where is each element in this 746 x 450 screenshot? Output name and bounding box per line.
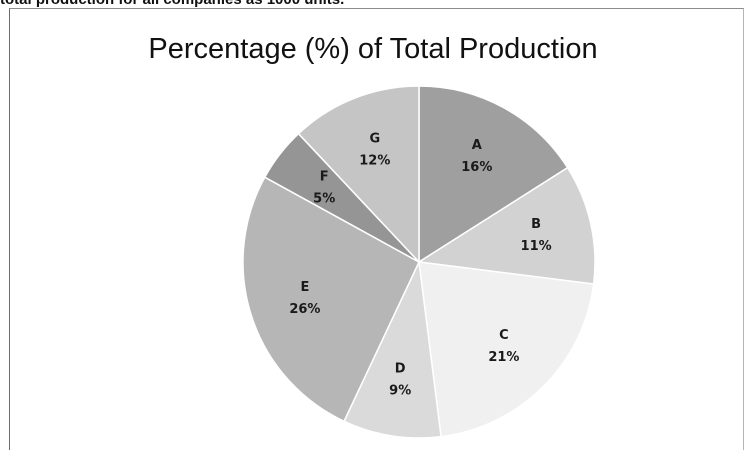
slice-category-label: G: [369, 131, 380, 146]
slice-category-label: C: [499, 328, 509, 343]
question-text: total production for all companies as 10…: [0, 0, 344, 9]
slice-category-label: E: [300, 280, 309, 295]
slice-value-label: 9%: [389, 384, 411, 399]
slice-category-label: A: [472, 138, 482, 153]
slice-value-label: 11%: [521, 239, 552, 254]
pie-slice-b: [416, 166, 596, 285]
pie-slice-a: [418, 85, 569, 264]
pie-slice-c: [418, 261, 595, 438]
slice-category-label: F: [320, 170, 329, 185]
slice-value-label: 21%: [488, 350, 519, 365]
slice-value-label: 12%: [359, 153, 390, 168]
slice-category-label: B: [531, 217, 541, 232]
slice-category-label: D: [395, 362, 406, 377]
slice-value-label: 5%: [313, 192, 335, 207]
slice-value-label: 16%: [461, 160, 492, 175]
pie-slice-g: [297, 85, 420, 264]
pie-slice-d: [343, 259, 442, 439]
chart-title: Percentage (%) of Total Production: [148, 33, 598, 65]
slice-value-label: 26%: [289, 302, 320, 317]
